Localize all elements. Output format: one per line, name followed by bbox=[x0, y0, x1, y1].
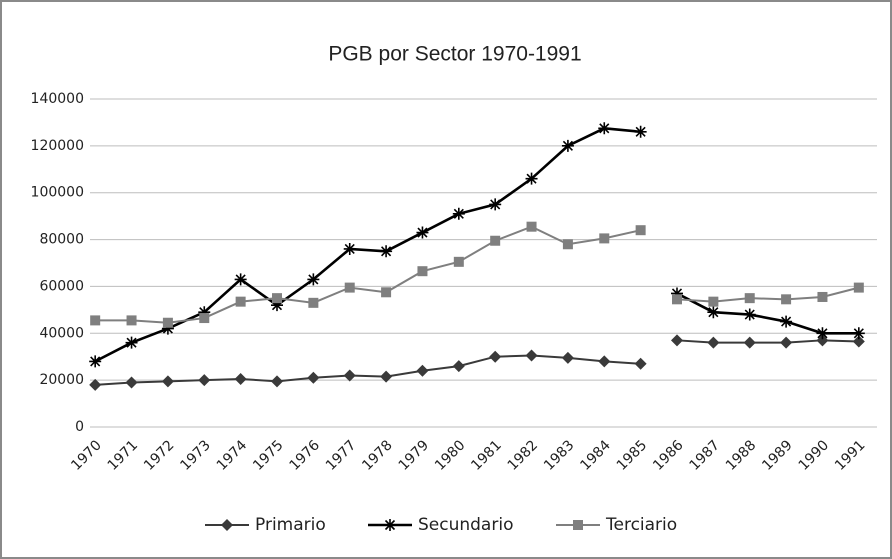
marker bbox=[89, 355, 102, 368]
series-line bbox=[95, 354, 641, 386]
marker bbox=[598, 355, 611, 368]
marker bbox=[852, 327, 865, 340]
marker bbox=[234, 372, 247, 385]
marker bbox=[781, 294, 792, 305]
marker bbox=[526, 221, 537, 232]
y-tick-label: 0 bbox=[75, 419, 84, 435]
marker bbox=[380, 370, 393, 383]
marker bbox=[272, 293, 282, 304]
marker bbox=[634, 125, 647, 138]
marker bbox=[780, 336, 793, 349]
marker bbox=[816, 327, 829, 340]
marker bbox=[561, 351, 574, 364]
marker bbox=[561, 139, 574, 152]
marker bbox=[271, 299, 283, 312]
marker bbox=[417, 266, 428, 277]
marker bbox=[234, 273, 247, 286]
marker bbox=[453, 256, 464, 267]
marker bbox=[198, 374, 211, 387]
y-tick-label: 100000 bbox=[31, 185, 84, 201]
marker bbox=[126, 315, 137, 326]
marker bbox=[817, 291, 828, 302]
marker bbox=[598, 122, 611, 135]
series-line bbox=[95, 225, 641, 324]
marker bbox=[671, 334, 683, 347]
marker bbox=[744, 293, 755, 304]
marker bbox=[525, 349, 538, 362]
marker bbox=[452, 207, 465, 220]
marker bbox=[562, 239, 573, 250]
marker bbox=[489, 198, 502, 211]
marker bbox=[343, 369, 356, 382]
marker bbox=[525, 172, 538, 185]
marker bbox=[198, 306, 211, 319]
marker bbox=[743, 336, 756, 349]
marker bbox=[852, 335, 865, 348]
marker bbox=[708, 296, 719, 307]
y-tick-label: 20000 bbox=[39, 372, 84, 388]
marker bbox=[235, 296, 246, 307]
marker bbox=[634, 357, 647, 370]
chart-title: PGB por Sector 1970-1991 bbox=[328, 43, 581, 66]
marker bbox=[780, 315, 793, 328]
marker bbox=[489, 350, 502, 363]
marker bbox=[599, 233, 610, 244]
marker bbox=[89, 378, 102, 391]
marker bbox=[271, 375, 283, 388]
marker bbox=[707, 336, 720, 349]
marker bbox=[308, 297, 319, 308]
series-line bbox=[676, 292, 859, 335]
marker bbox=[671, 287, 683, 300]
marker bbox=[743, 308, 756, 321]
marker bbox=[199, 313, 210, 324]
marker bbox=[672, 294, 682, 305]
legend-label: Terciario bbox=[605, 515, 677, 535]
marker bbox=[162, 317, 173, 328]
marker bbox=[380, 245, 393, 258]
marker bbox=[707, 306, 720, 319]
marker bbox=[416, 364, 429, 377]
marker bbox=[125, 336, 138, 349]
marker bbox=[307, 273, 320, 286]
marker bbox=[161, 322, 174, 335]
legend-marker bbox=[573, 520, 583, 530]
y-tick-label: 40000 bbox=[39, 325, 84, 341]
marker bbox=[343, 242, 356, 255]
y-tick-label: 140000 bbox=[31, 91, 84, 107]
legend-label: Primario bbox=[255, 515, 326, 535]
marker bbox=[452, 360, 465, 373]
marker bbox=[90, 315, 101, 326]
marker bbox=[344, 282, 355, 293]
marker bbox=[635, 225, 646, 236]
marker bbox=[125, 376, 138, 389]
y-tick-label: 120000 bbox=[31, 138, 84, 154]
marker bbox=[416, 226, 429, 239]
marker bbox=[161, 375, 174, 388]
marker bbox=[853, 282, 864, 293]
y-tick-label: 60000 bbox=[39, 278, 84, 294]
legend-marker bbox=[221, 519, 233, 531]
marker bbox=[381, 287, 392, 298]
legend-marker bbox=[384, 519, 396, 531]
y-tick-label: 80000 bbox=[39, 232, 84, 248]
marker bbox=[490, 235, 501, 246]
series-line bbox=[676, 286, 860, 303]
series-line bbox=[676, 339, 859, 344]
marker bbox=[307, 371, 320, 384]
legend-label: Secundario bbox=[418, 515, 513, 535]
